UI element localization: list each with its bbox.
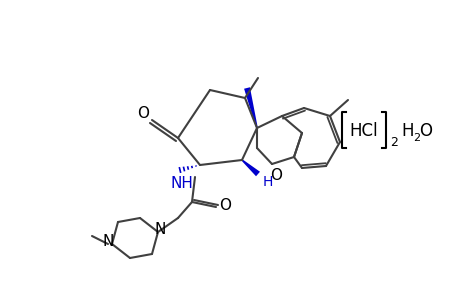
Text: O: O (269, 167, 281, 182)
Text: N: N (154, 221, 165, 236)
Text: HCl: HCl (349, 122, 377, 140)
Text: NH: NH (170, 176, 193, 190)
Text: O: O (418, 122, 431, 140)
Text: O: O (137, 106, 149, 122)
Text: O: O (218, 199, 230, 214)
Text: 2: 2 (389, 136, 397, 148)
Text: 2: 2 (412, 133, 419, 143)
Text: H: H (400, 122, 413, 140)
Polygon shape (244, 87, 257, 128)
Text: N: N (102, 233, 113, 248)
Text: H: H (262, 175, 273, 189)
Polygon shape (241, 159, 259, 176)
